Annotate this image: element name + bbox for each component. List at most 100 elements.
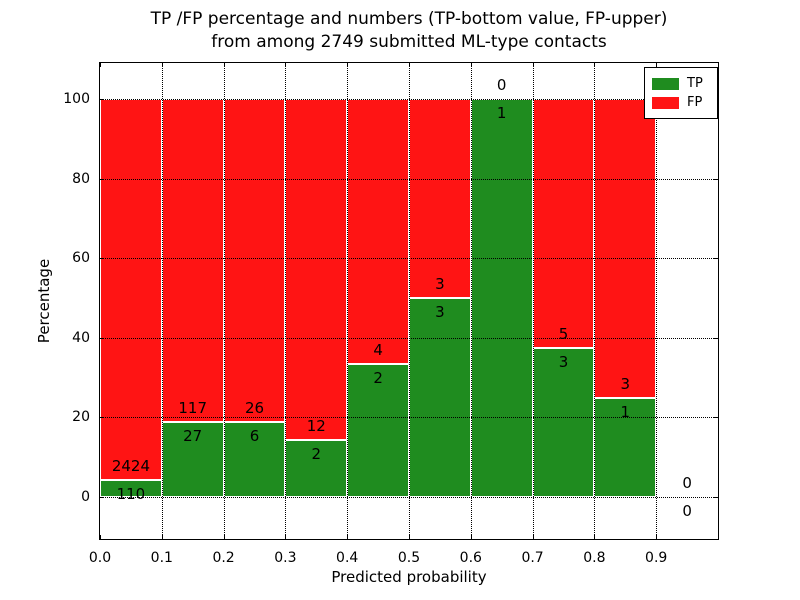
y-tick [714, 417, 718, 419]
tp-count-label: 0 [682, 502, 692, 520]
tp-count-label: 1 [496, 104, 507, 122]
fp-bar [100, 99, 162, 480]
fp-count-label: 0 [496, 76, 507, 94]
tp-bar [409, 298, 471, 497]
fp-count-label: 5 [558, 324, 569, 343]
fp-legend-label: FP [687, 95, 703, 110]
y-tick [714, 258, 718, 260]
v-gridline [470, 63, 472, 539]
fp-bar [347, 99, 409, 365]
y-tick [100, 258, 104, 260]
tp-bar [161, 422, 224, 497]
tp-count-label: 110 [116, 484, 146, 503]
y-tick [100, 178, 104, 180]
y-tick [100, 417, 104, 419]
x-tick-label: 0.3 [274, 550, 297, 566]
plot-area: 2424 110 117 27 26 6 12 2 4 2 3 3 0 1 5 3 3 1 0 0 [99, 62, 719, 540]
v-gridline [409, 63, 410, 539]
x-tick [161, 63, 163, 67]
x-tick [161, 535, 163, 539]
fp-bar [285, 99, 348, 441]
legend: TP FP [644, 67, 718, 119]
y-tick [100, 99, 104, 100]
fp-bar [161, 99, 224, 423]
y-tick [714, 497, 718, 498]
x-tick-label: 0.9 [645, 550, 668, 566]
tp-bar [594, 397, 657, 497]
y-tick-label: 40 [72, 329, 90, 346]
tp-count-label: 2 [373, 369, 383, 388]
y-tick-label: 20 [72, 409, 90, 426]
x-tick [656, 535, 658, 539]
v-gridline [161, 63, 163, 539]
fp-bar [532, 99, 595, 348]
chart-title: TP /FP percentage and numbers (TP-bottom… [99, 8, 719, 54]
legend-item-fp: FP [652, 93, 710, 112]
x-tick [409, 535, 410, 539]
y-tick-label: 100 [63, 91, 90, 107]
x-tick [223, 535, 225, 539]
x-tick [100, 535, 101, 539]
x-tick [285, 63, 287, 67]
y-tick [100, 497, 104, 498]
x-tick-label: 0.1 [150, 550, 173, 566]
x-tick [470, 63, 472, 67]
tp-bar [470, 99, 533, 497]
tp-bar [100, 479, 162, 497]
fp-legend-swatch [652, 96, 679, 109]
x-tick [100, 63, 101, 67]
x-tick-label: 0.5 [397, 550, 421, 566]
x-tick-label: 0.8 [583, 550, 606, 566]
x-tick-label: 0.7 [521, 550, 544, 566]
fp-count-label: 0 [682, 474, 692, 492]
x-tick [656, 63, 658, 67]
y-tick [100, 337, 104, 339]
bars-layer [100, 63, 718, 539]
gridlines-layer [100, 63, 718, 539]
x-tick [594, 63, 596, 67]
chart-title-line1: TP /FP percentage and numbers (TP-bottom… [150, 9, 668, 29]
v-gridline [223, 63, 225, 539]
chart-title-line2: from among 2749 submitted ML-type contac… [211, 32, 607, 52]
v-gridline [347, 63, 349, 539]
tp-legend-label: TP [687, 76, 703, 91]
tp-count-label: 3 [435, 303, 445, 321]
fp-count-label: 2424 [111, 456, 150, 475]
y-tick [714, 178, 718, 180]
tp-count-label: 1 [620, 402, 631, 421]
tp-count-label: 27 [183, 427, 203, 446]
v-gridline [656, 63, 658, 539]
fp-count-label: 12 [306, 417, 326, 436]
x-tick-label: 0.0 [88, 550, 112, 566]
bar-labels-layer: 2424 110 117 27 26 6 12 2 4 2 3 3 0 1 5 3 3 1 0 0 [100, 63, 718, 539]
y-tick-label: 80 [72, 170, 90, 187]
x-tick [594, 535, 596, 539]
tp-count-label: 6 [249, 427, 260, 446]
x-tick [532, 535, 534, 539]
legend-item-tp: TP [652, 74, 710, 93]
v-gridline [285, 63, 287, 539]
tp-legend-swatch [652, 77, 679, 90]
v-gridline [532, 63, 534, 539]
fp-count-label: 26 [244, 399, 265, 418]
x-tick-label: 0.2 [212, 550, 235, 566]
y-tick-label: 60 [72, 250, 90, 267]
fp-count-label: 3 [435, 275, 445, 293]
x-tick [470, 535, 472, 539]
x-tick [223, 63, 225, 67]
x-tick-label: 0.6 [459, 550, 482, 566]
fp-count-label: 117 [178, 399, 207, 418]
x-tick [532, 63, 534, 67]
fp-count-label: 3 [620, 374, 631, 393]
y-tick [714, 337, 718, 339]
tp-count-label: 3 [558, 352, 569, 371]
x-tick [285, 535, 287, 539]
x-tick [347, 535, 349, 539]
x-tick [409, 63, 410, 67]
y-tick-label: 0 [81, 489, 90, 505]
fp-count-label: 4 [373, 341, 383, 360]
ticks-layer [100, 63, 718, 539]
tp-count-label: 2 [311, 445, 322, 464]
x-axis-label: Predicted probability [331, 568, 487, 586]
